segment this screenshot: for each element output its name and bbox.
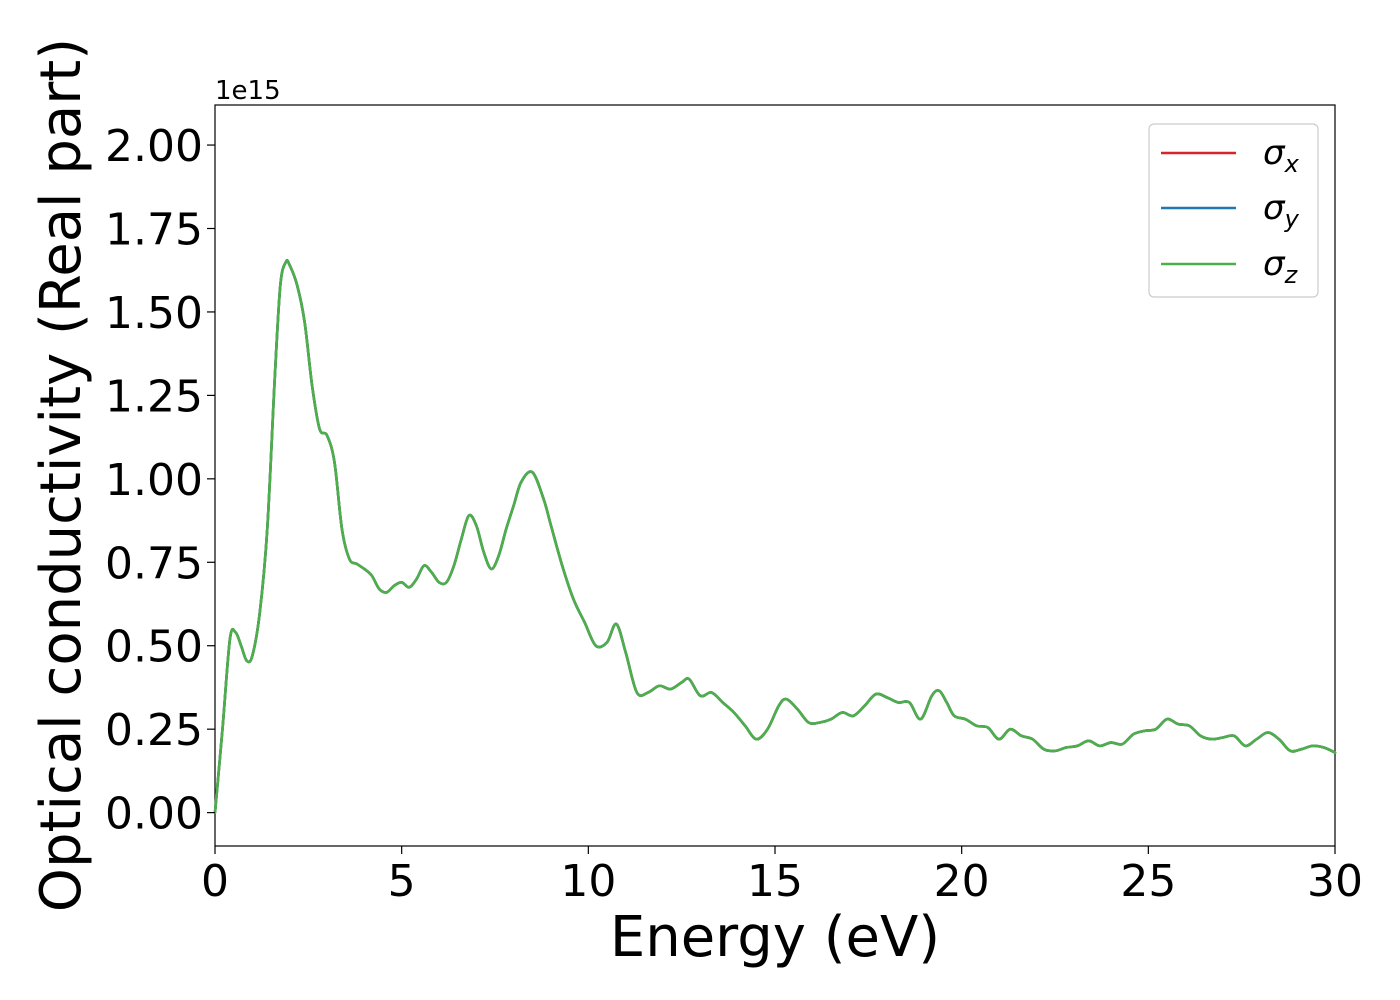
y-tick-label: 1.50 bbox=[105, 288, 203, 339]
y-axis-label: Optical conductivity (Real part) bbox=[29, 38, 94, 912]
y-tick-label: 2.00 bbox=[105, 121, 203, 172]
legend-label-sigma-x: σx bbox=[1263, 133, 1300, 178]
x-tick-label: 5 bbox=[388, 856, 416, 907]
x-tick-label: 10 bbox=[560, 856, 616, 907]
legend: σx σy σz bbox=[1148, 123, 1319, 298]
y-tick-label: 1.25 bbox=[105, 371, 203, 422]
x-tick-label: 0 bbox=[201, 856, 229, 907]
series-line-sigma-z bbox=[213, 259, 1337, 814]
legend-label-sigma-y: σy bbox=[1263, 188, 1300, 233]
x-tick-label: 20 bbox=[934, 856, 990, 907]
legend-box bbox=[1148, 123, 1319, 298]
x-tick-label: 15 bbox=[747, 856, 803, 907]
x-axis-ticks: 0 5 10 15 20 25 30 bbox=[201, 846, 1363, 907]
y-offset-label: 1e15 bbox=[215, 76, 281, 106]
y-tick-label: 1.75 bbox=[105, 205, 203, 256]
y-axis-ticks: 0.00 0.25 0.50 0.75 1.00 1.25 1.50 1.75 2.00 bbox=[105, 121, 215, 840]
y-tick-label: 0.00 bbox=[105, 789, 203, 840]
x-tick-label: 30 bbox=[1307, 856, 1363, 907]
y-tick-label: 0.50 bbox=[105, 622, 203, 673]
series-group bbox=[213, 259, 1337, 814]
y-tick-label: 0.25 bbox=[105, 705, 203, 756]
x-tick-label: 25 bbox=[1120, 856, 1176, 907]
x-axis-label: Energy (eV) bbox=[610, 905, 940, 970]
legend-label-sigma-z: σz bbox=[1263, 244, 1299, 289]
y-tick-label: 1.00 bbox=[105, 455, 203, 506]
y-tick-label: 0.75 bbox=[105, 538, 203, 589]
